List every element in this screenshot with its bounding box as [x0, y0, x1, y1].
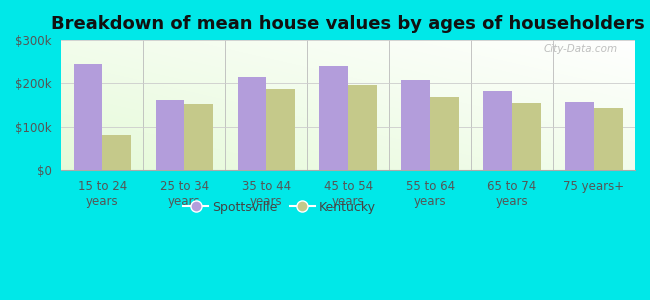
- Bar: [155, 100, 184, 170]
- Bar: [266, 89, 295, 170]
- Bar: [566, 102, 594, 170]
- Bar: [184, 104, 213, 170]
- Bar: [402, 80, 430, 170]
- Title: Breakdown of mean house values by ages of householders: Breakdown of mean house values by ages o…: [51, 15, 645, 33]
- Bar: [102, 135, 131, 170]
- Bar: [430, 98, 459, 170]
- Text: City-Data.com: City-Data.com: [543, 44, 618, 54]
- Bar: [237, 77, 266, 170]
- Bar: [348, 85, 377, 170]
- Bar: [594, 108, 623, 170]
- Bar: [73, 64, 102, 170]
- Bar: [484, 91, 512, 170]
- Bar: [512, 103, 541, 170]
- Legend: Spottsville, Kentucky: Spottsville, Kentucky: [178, 196, 380, 219]
- Bar: [320, 66, 348, 170]
